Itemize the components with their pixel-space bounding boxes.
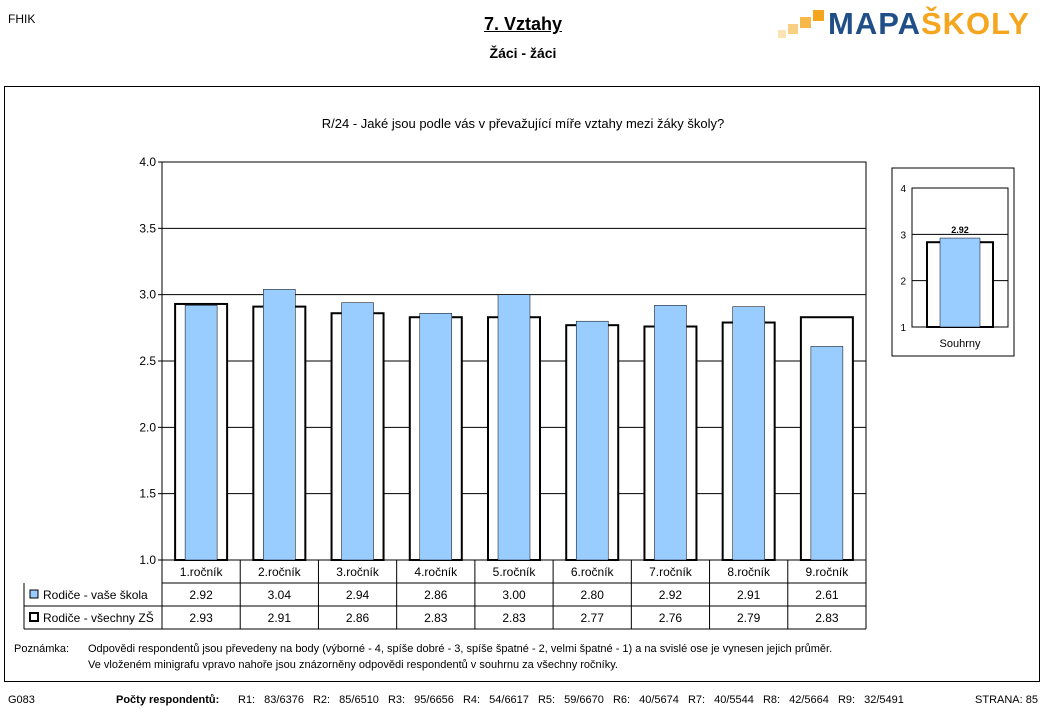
data-label-your-school: 2.92 — [659, 588, 683, 602]
logo-text-mapa: MAPA — [828, 6, 921, 41]
bar-your-school — [341, 302, 374, 561]
bar-your-school — [419, 312, 453, 561]
data-label-all-schools: 2.93 — [189, 611, 213, 625]
note-line-1: Odpovědi respondentů jsou převedeny na b… — [88, 643, 833, 655]
data-label-your-school: 2.91 — [737, 588, 761, 602]
category-label: 5.ročník — [493, 565, 537, 579]
school-code: FHIK — [8, 12, 36, 26]
data-label-all-schools: 2.83 — [424, 611, 448, 625]
mini-y-tick-label: 3 — [900, 230, 906, 241]
mapaskoly-logo: MAPAŠKOLY — [778, 6, 1034, 42]
legend-swatch-all-schools — [29, 612, 39, 622]
bar-your-school — [263, 289, 296, 561]
category-label: 1.ročník — [180, 565, 224, 579]
footer-respondents-counts: R1: 83/6376 R2: 85/6510 R3: 95/6656 R4: … — [238, 694, 904, 706]
mini-y-tick-label: 1 — [900, 323, 906, 334]
data-label-your-school: 2.94 — [346, 588, 370, 602]
y-tick-label: 3.5 — [139, 221, 156, 235]
mini-chart: 1 2 3 4 2.92 Souhrny — [891, 167, 1015, 357]
category-label: 7.ročník — [649, 565, 693, 579]
bar-your-school — [810, 346, 844, 561]
category-label: 6.ročník — [571, 565, 615, 579]
category-label: 4.ročník — [414, 565, 458, 579]
page-title: 7. Vztahy — [483, 14, 563, 34]
data-label-all-schools: 2.83 — [815, 611, 839, 625]
main-chart: 1.0 1.5 2.0 2.5 3.0 3.5 4.0 1.ročník 2.92 2.93 2.r… — [23, 155, 867, 630]
data-label-your-school: 2.92 — [189, 588, 213, 602]
legend-swatch-your-school — [29, 589, 39, 599]
chart-title: R/24 - Jaké jsou podle vás v převažující… — [321, 116, 725, 131]
footer-respondents-label: Počty respondentů: — [116, 694, 220, 706]
data-label-all-schools: 2.79 — [737, 611, 761, 625]
data-label-all-schools: 2.76 — [659, 611, 683, 625]
category-label: 8.ročník — [727, 565, 771, 579]
footer-code: G083 — [8, 694, 35, 706]
data-label-all-schools: 2.83 — [502, 611, 526, 625]
data-label-your-school: 2.61 — [815, 588, 839, 602]
mini-data-label: 2.92 — [951, 225, 969, 235]
logo-text-skoly: ŠKOLY — [920, 6, 1030, 41]
mini-chart-frame — [891, 167, 1015, 357]
data-label-your-school: 3.00 — [502, 588, 526, 602]
category-label: 2.ročník — [258, 565, 302, 579]
bar-your-school — [575, 320, 609, 561]
data-label-all-schools: 2.77 — [581, 611, 605, 625]
bar-your-school — [732, 306, 765, 561]
legend-label-your-school: Rodiče - vaše škola — [43, 588, 148, 602]
y-tick-label: 2.0 — [139, 420, 156, 434]
chart-frame — [4, 86, 1040, 682]
note-label: Poznámka: — [14, 643, 70, 655]
data-label-all-schools: 2.91 — [268, 611, 292, 625]
category-label: 9.ročník — [806, 565, 850, 579]
bar-your-school — [184, 305, 218, 561]
logo-squares-icon — [778, 10, 824, 38]
mini-bar-your-school — [939, 237, 981, 328]
data-label-all-schools: 2.86 — [346, 611, 370, 625]
legend-label-all-schools: Rodiče - všechny ZŠ — [43, 610, 154, 625]
y-tick-label: 4.0 — [139, 155, 156, 169]
mini-y-tick-label: 4 — [900, 184, 906, 195]
category-label: 3.ročník — [336, 565, 380, 579]
note-line-2: Ve vloženém minigrafu vpravo nahoře jsou… — [88, 659, 618, 671]
data-label-your-school: 3.04 — [268, 588, 292, 602]
y-tick-label: 1.5 — [139, 487, 156, 501]
y-tick-label: 1.0 — [139, 553, 156, 567]
mini-category-label: Souhrny — [940, 338, 981, 350]
bar-your-school — [654, 305, 687, 561]
page-subtitle: Žáci - žáci — [489, 45, 557, 61]
data-label-your-school: 2.86 — [424, 588, 448, 602]
y-tick-label: 3.0 — [139, 288, 156, 302]
bar-your-school — [497, 294, 531, 561]
footer-page-number: STRANA: 85 — [975, 694, 1038, 706]
mini-y-tick-label: 2 — [900, 277, 906, 288]
y-tick-label: 2.5 — [139, 354, 156, 368]
data-label-your-school: 2.80 — [581, 588, 605, 602]
